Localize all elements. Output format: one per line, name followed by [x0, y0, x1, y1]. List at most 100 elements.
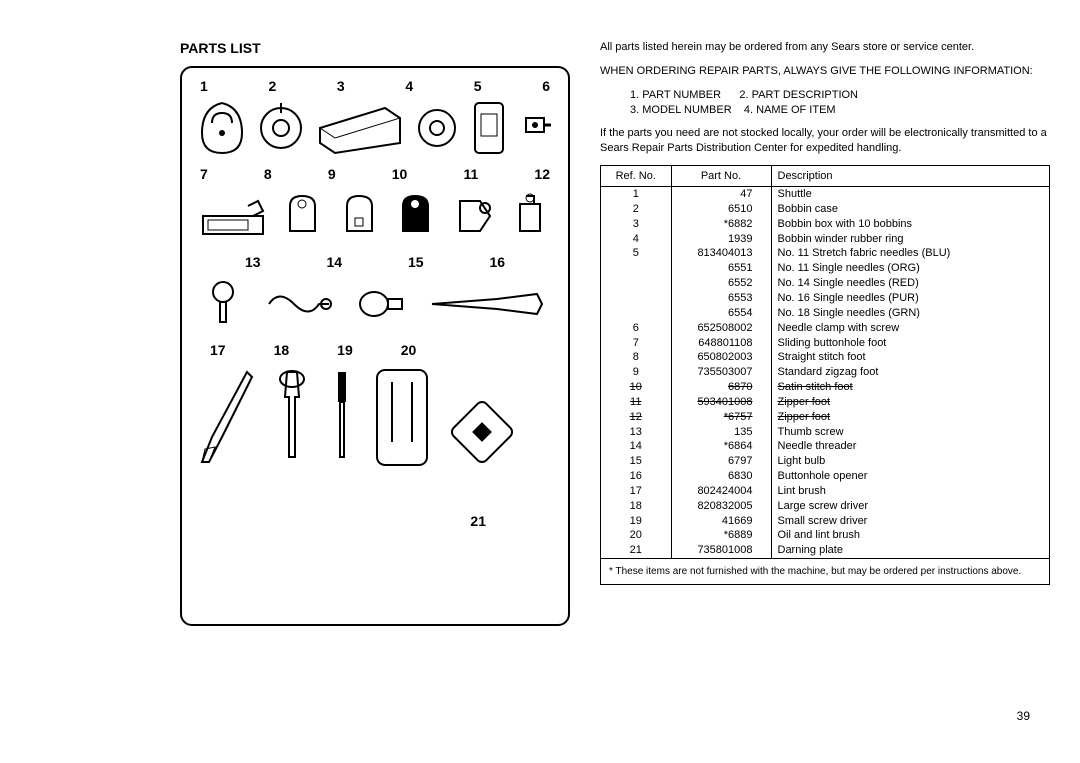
num-10: 10: [392, 166, 408, 182]
cell-part: 6554: [671, 306, 771, 321]
cell-ref: 3: [601, 217, 671, 232]
straight-foot-icon: [280, 186, 325, 246]
cell-desc: Satin stitch foot: [771, 380, 1049, 395]
table-row: 20*6889Oil and lint brush: [601, 528, 1049, 543]
cell-ref: 19: [601, 514, 671, 529]
num-9: 9: [328, 166, 336, 182]
order-item-4: 4. NAME OF ITEM: [744, 104, 836, 116]
cell-desc: Oil and lint brush: [771, 528, 1049, 543]
cell-part: 6797: [671, 454, 771, 469]
num-16: 16: [489, 254, 505, 270]
cell-part: 820832005: [671, 499, 771, 514]
num-5: 5: [474, 78, 482, 94]
order-item-1: 1. PART NUMBER: [630, 89, 721, 101]
parts-list-title: PARTS LIST: [180, 40, 580, 56]
cell-ref: 5: [601, 246, 671, 261]
table-row: 6652508002Needle clamp with screw: [601, 321, 1049, 336]
cell-part: 6870: [671, 380, 771, 395]
cell-desc: Thumb screw: [771, 425, 1049, 440]
lint-brush-icon: [197, 367, 257, 467]
num-8: 8: [264, 166, 272, 182]
num-14: 14: [326, 254, 342, 270]
cell-part: *6882: [671, 217, 771, 232]
cell-ref: 18: [601, 499, 671, 514]
cell-ref: 13: [601, 425, 671, 440]
cell-part: *6889: [671, 528, 771, 543]
cell-ref: 7: [601, 336, 671, 351]
cell-desc: Zipper foot: [771, 410, 1049, 425]
cell-part: 6553: [671, 291, 771, 306]
cell-desc: Bobbin winder rubber ring: [771, 232, 1049, 247]
needle-threader-icon: [264, 279, 334, 329]
cell-part: *6757: [671, 410, 771, 425]
parts-diagram: 1 2 3 4 5 6 7 8 9 10 11: [180, 66, 570, 626]
cell-desc: No. 18 Single needles (GRN): [771, 306, 1049, 321]
cell-ref: 20: [601, 528, 671, 543]
cell-desc: Needle clamp with screw: [771, 321, 1049, 336]
order-item-3: 3. MODEL NUMBER: [630, 104, 732, 116]
zigzag-foot-icon: [337, 186, 382, 246]
rubber-ring-icon: [415, 98, 460, 158]
darning-plate-icon: [447, 397, 517, 467]
zipper-foot-icon: [450, 186, 500, 246]
cell-ref: [601, 291, 671, 306]
cell-part: 47: [671, 187, 771, 202]
cell-desc: Large screw driver: [771, 499, 1049, 514]
table-row: 7648801108Sliding buttonhole foot: [601, 336, 1049, 351]
cell-desc: Lint brush: [771, 484, 1049, 499]
table-row: 6553No. 16 Single needles (PUR): [601, 291, 1049, 306]
cell-desc: Zipper foot: [771, 395, 1049, 410]
num-4: 4: [405, 78, 413, 94]
light-bulb-icon: [356, 279, 406, 329]
table-row: 41939Bobbin winder rubber ring: [601, 232, 1049, 247]
cell-ref: 11: [601, 395, 671, 410]
table-row: 6554No. 18 Single needles (GRN): [601, 306, 1049, 321]
table-row: 17802424004Lint brush: [601, 484, 1049, 499]
table-row: 1941669Small screw driver: [601, 514, 1049, 529]
diagram-row1-nums: 1 2 3 4 5 6: [192, 78, 558, 94]
small-screwdriver-icon: [327, 367, 357, 467]
table-row: 5813404013No. 11 Stretch fabric needles …: [601, 246, 1049, 261]
diagram-row2-nums: 7 8 9 10 11 12: [192, 166, 558, 182]
num-7: 7: [200, 166, 208, 182]
num-20: 20: [401, 342, 417, 358]
cell-part: 6552: [671, 276, 771, 291]
num-1: 1: [200, 78, 208, 94]
order-heading: WHEN ORDERING REPAIR PARTS, ALWAYS GIVE …: [600, 64, 1050, 79]
num-18: 18: [274, 342, 290, 358]
col-ref: Ref. No.: [601, 166, 671, 187]
cell-part: 735801008: [671, 543, 771, 558]
cell-ref: 2: [601, 202, 671, 217]
cell-ref: 17: [601, 484, 671, 499]
cell-desc: Darning plate: [771, 543, 1049, 558]
stock-note: If the parts you need are not stocked lo…: [600, 126, 1050, 155]
table-row: 9735503007Standard zigzag foot: [601, 365, 1049, 380]
diagram-row4-nums: 17 18 19 20: [192, 342, 558, 358]
table-row: 12*6757Zipper foot: [601, 410, 1049, 425]
cell-ref: 4: [601, 232, 671, 247]
table-row: 147Shuttle: [601, 187, 1049, 202]
cell-desc: No. 11 Single needles (ORG): [771, 261, 1049, 276]
cell-ref: [601, 261, 671, 276]
table-row: 106870Satin stitch foot: [601, 380, 1049, 395]
table-row: 6551No. 11 Single needles (ORG): [601, 261, 1049, 276]
cell-desc: Bobbin case: [771, 202, 1049, 217]
num-3: 3: [337, 78, 345, 94]
cell-part: 813404013: [671, 246, 771, 261]
num-6: 6: [542, 78, 550, 94]
num-17: 17: [210, 342, 226, 358]
cell-part: 650802003: [671, 350, 771, 365]
table-row: 8650802003Straight stitch foot: [601, 350, 1049, 365]
cell-ref: 10: [601, 380, 671, 395]
diagram-row1-parts: [192, 98, 558, 158]
satin-foot-icon: [393, 186, 438, 246]
num-19: 19: [337, 342, 353, 358]
footnote: * These items are not furnished with the…: [601, 558, 1049, 584]
needle-pack-icon: [469, 98, 509, 158]
page-number: 39: [1017, 709, 1030, 723]
bobbin-box-icon: [315, 98, 405, 158]
diagram-row3-nums: 13 14 15 16: [192, 254, 558, 270]
table-row: 11593401008Zipper foot: [601, 395, 1049, 410]
cell-part: 735503007: [671, 365, 771, 380]
cell-part: 1939: [671, 232, 771, 247]
